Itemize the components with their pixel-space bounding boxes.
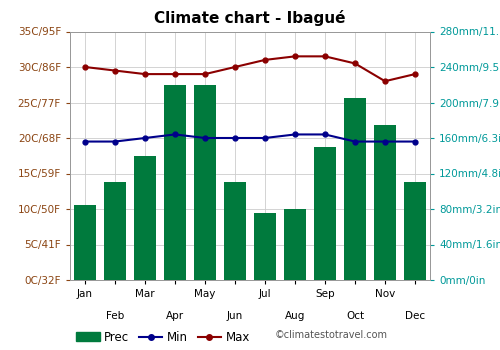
Bar	[284, 209, 306, 280]
Bar	[194, 85, 216, 280]
Bar	[74, 204, 96, 280]
Bar	[254, 214, 276, 280]
Text: Aug: Aug	[285, 310, 305, 321]
Bar	[104, 182, 126, 280]
Bar	[344, 98, 366, 280]
Bar	[314, 147, 336, 280]
Title: Climate chart - Ibagué: Climate chart - Ibagué	[154, 10, 346, 26]
Text: Jun: Jun	[227, 310, 243, 321]
Text: Dec: Dec	[405, 310, 425, 321]
Bar	[404, 182, 426, 280]
Bar	[164, 85, 186, 280]
Text: Apr: Apr	[166, 310, 184, 321]
Legend: Prec, Min, Max: Prec, Min, Max	[76, 331, 250, 344]
Text: Feb: Feb	[106, 310, 124, 321]
Bar	[134, 156, 156, 280]
Text: Oct: Oct	[346, 310, 364, 321]
Bar	[224, 182, 246, 280]
Bar	[374, 125, 396, 280]
Text: ©climatestotravel.com: ©climatestotravel.com	[275, 329, 388, 340]
